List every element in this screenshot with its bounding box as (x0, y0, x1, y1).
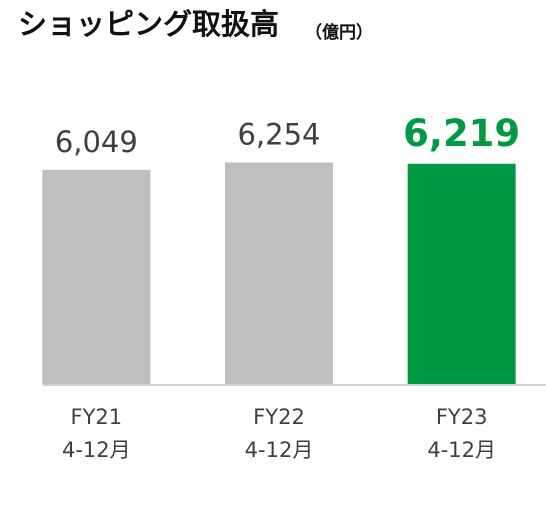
value-label: 6,049 (55, 125, 138, 159)
value-label: 6,219 (403, 112, 520, 155)
bar (42, 169, 151, 385)
x-tick-label: FY21 4-12月 (61, 405, 131, 462)
chart-subtitle: （億円） (305, 22, 373, 43)
chart-title: ショッピング取扱高 (18, 7, 279, 41)
bar (225, 162, 333, 385)
bar (407, 163, 516, 385)
value-label: 6,254 (237, 118, 320, 152)
x-tick-label: FY23 4-12月 (427, 405, 496, 462)
x-tick-label: FY22 4-12月 (244, 405, 314, 462)
